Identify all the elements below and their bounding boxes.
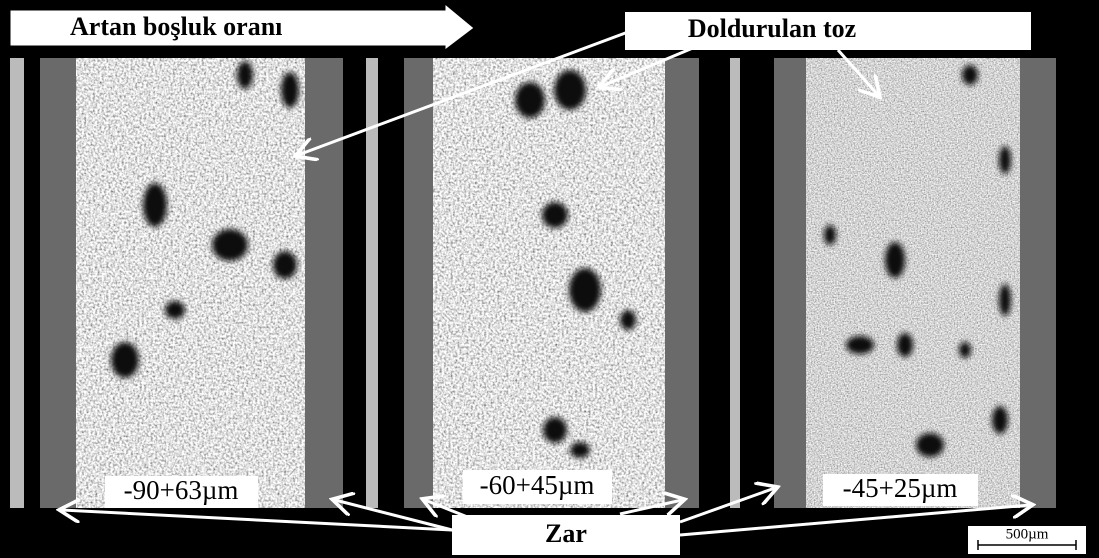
membrane-wall: [40, 58, 76, 508]
scale-bar-label: 500µm: [1006, 526, 1049, 542]
panel-1: [10, 58, 343, 508]
callout-label: Doldurulan toz: [688, 14, 856, 43]
panel-2: [366, 58, 699, 508]
edge-strip: [10, 58, 24, 508]
powder-bed: [76, 58, 305, 508]
membrane-wall: [305, 58, 343, 508]
panel-label: -45+25µm: [843, 473, 958, 503]
edge-strip: [730, 58, 740, 508]
membrane-wall: [665, 58, 699, 508]
callout-label: Zar: [545, 519, 587, 548]
header-label: Artan boşluk oranı: [70, 12, 282, 41]
membrane-wall: [774, 58, 806, 508]
micrograph-figure: Artan boşluk oranı Doldurulan toz -90+63…: [0, 0, 1099, 558]
panel-label: -90+63µm: [124, 475, 239, 505]
membrane-wall: [404, 58, 433, 508]
panel-3: [730, 58, 1056, 508]
powder-bed: [806, 58, 1020, 508]
membrane-wall: [1020, 58, 1056, 508]
panel-label: -60+45µm: [480, 470, 595, 500]
